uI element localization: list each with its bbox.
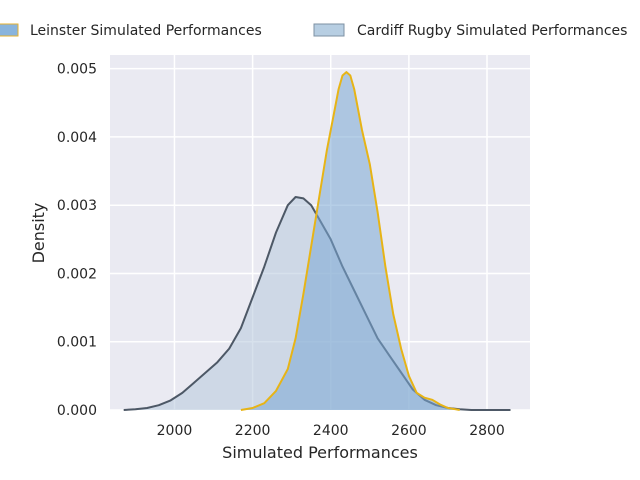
y-tick-label: 0.003	[57, 198, 97, 214]
legend: Leinster Simulated Performances Cardiff …	[0, 23, 627, 39]
x-tick-label: 2600	[391, 423, 427, 439]
y-axis-label: Density	[29, 203, 48, 264]
y-tick-label: 0.001	[57, 335, 97, 351]
legend-swatch-leinster	[0, 23, 19, 37]
legend-label-leinster: Leinster Simulated Performances	[30, 23, 262, 39]
y-tick-label: 0.000	[57, 403, 97, 419]
y-tick-label: 0.005	[57, 62, 97, 78]
area-leinster	[240, 72, 460, 410]
x-tick-label: 2000	[157, 423, 193, 439]
y-tick-label: 0.002	[57, 266, 97, 282]
y-tick-label: 0.004	[57, 130, 97, 146]
x-tick-label: 2800	[469, 423, 505, 439]
density-line-leinster	[240, 71, 460, 411]
y-axis-ticks: 0.000 0.001 0.002 0.003 0.004 0.005	[57, 62, 97, 419]
series-layer	[123, 71, 511, 411]
x-axis-ticks: 2000 2200 2400 2600 2800	[157, 423, 505, 439]
x-tick-label: 2200	[235, 423, 271, 439]
x-axis-label: Simulated Performances	[222, 443, 418, 462]
legend-swatch-cardiff	[313, 23, 345, 37]
legend-label-cardiff: Cardiff Rugby Simulated Performances	[357, 23, 627, 39]
x-tick-label: 2400	[313, 423, 349, 439]
